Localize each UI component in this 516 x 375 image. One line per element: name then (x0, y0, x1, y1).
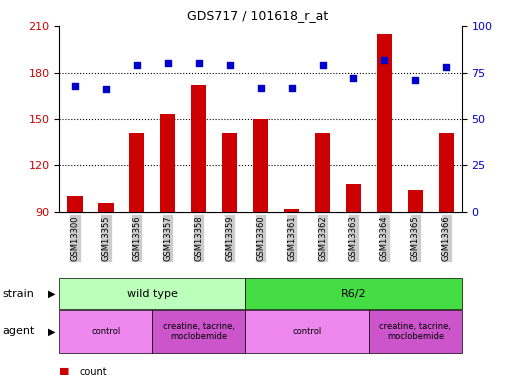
Bar (98, 202, 114, 212)
Point (133, 62, 141, 68)
Bar (245, 310, 369, 353)
Text: strain: strain (3, 289, 35, 298)
Text: GSM13360: GSM13360 (256, 215, 265, 261)
Bar (160, 114, 175, 212)
Text: ▶: ▶ (47, 326, 55, 336)
Text: creatine, tacrine,
moclobemide: creatine, tacrine, moclobemide (379, 322, 452, 341)
Text: ■: ■ (59, 367, 70, 375)
Text: count: count (80, 367, 108, 375)
Text: agent: agent (3, 326, 35, 336)
Bar (245, 278, 462, 309)
Text: GSM13359: GSM13359 (225, 215, 234, 261)
Point (287, 84, 296, 90)
Bar (152, 310, 245, 353)
Point (318, 62, 327, 68)
Point (195, 60, 203, 66)
Text: GSM13300: GSM13300 (70, 215, 79, 261)
Bar (377, 34, 392, 212)
Point (380, 57, 389, 63)
Bar (222, 133, 237, 212)
Bar (346, 184, 361, 212)
Point (411, 77, 420, 83)
Text: GSM13363: GSM13363 (349, 215, 358, 261)
Bar (59, 310, 152, 353)
Point (102, 86, 110, 92)
Text: wild type: wild type (127, 289, 178, 298)
Text: GSM13358: GSM13358 (194, 215, 203, 261)
Bar (253, 119, 268, 212)
Text: GSM13355: GSM13355 (101, 215, 110, 261)
Bar (369, 310, 462, 353)
Text: control: control (293, 327, 321, 336)
Text: GSM13357: GSM13357 (163, 215, 172, 261)
Bar (129, 133, 144, 212)
Text: GSM13362: GSM13362 (318, 215, 327, 261)
Text: GDS717 / 101618_r_at: GDS717 / 101618_r_at (187, 9, 329, 22)
Text: GSM13366: GSM13366 (442, 215, 451, 261)
Text: creatine, tacrine,
moclobemide: creatine, tacrine, moclobemide (163, 322, 235, 341)
Point (442, 64, 450, 70)
Bar (59, 278, 245, 309)
Point (164, 60, 172, 66)
Bar (284, 209, 299, 212)
Bar (315, 133, 330, 212)
Point (349, 75, 358, 81)
Text: control: control (91, 327, 120, 336)
Point (71, 82, 79, 88)
Point (256, 84, 265, 90)
Text: GSM13364: GSM13364 (380, 215, 389, 261)
Text: R6/2: R6/2 (341, 289, 366, 298)
Bar (439, 133, 454, 212)
Bar (191, 85, 206, 212)
Bar (67, 196, 83, 212)
Text: ▶: ▶ (47, 289, 55, 298)
Point (225, 62, 234, 68)
Text: GSM13361: GSM13361 (287, 215, 296, 261)
Bar (408, 190, 423, 212)
Text: GSM13365: GSM13365 (411, 215, 420, 261)
Text: GSM13356: GSM13356 (132, 215, 141, 261)
